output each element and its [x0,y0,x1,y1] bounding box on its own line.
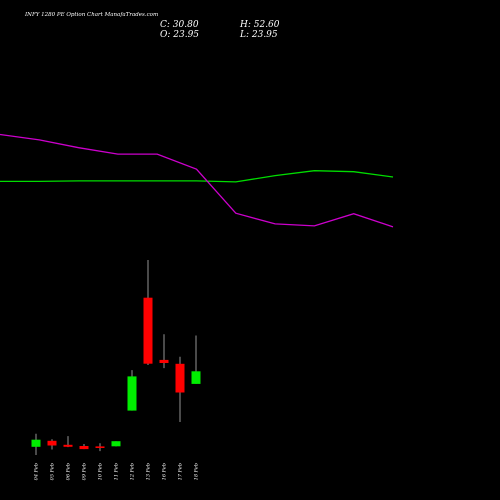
x-tick-label: 12 Feb [130,463,136,480]
candle-7 [127,370,137,411]
candle-5 [95,443,105,452]
x-axis-ticks: 04 Feb 05 Feb 06 Feb 09 Feb 10 Feb 11 Feb 12 F… [34,463,200,480]
candle-body [79,446,89,450]
x-tick-label: 11 Feb [114,463,120,480]
candle-9 [159,334,169,369]
chart-title: INFY 1280 PE Option Chart ManafaTrades.c… [24,12,158,18]
candle-1 [31,433,41,455]
x-tick-label: 13 Feb [146,463,152,480]
candle-body [111,441,121,447]
candlestick-chart [31,260,201,455]
x-tick-label: 09 Feb [82,463,88,480]
line-chart [0,133,394,228]
candle-6 [111,441,121,447]
candle-10 [175,356,185,422]
line-series-2 [0,133,394,228]
candle-8 [143,260,153,365]
line-series-1 [0,170,394,183]
x-tick-label: 05 Feb [50,463,56,480]
candle-body [63,444,73,447]
ohlc-low: L: 23.95 [239,30,278,40]
ohlc-open: O: 23.95 [160,30,199,40]
candle-11 [191,335,201,384]
candle-body [191,371,201,384]
x-tick-label: 06 Feb [66,463,72,480]
candle-body [143,297,153,364]
candle-body [159,359,169,363]
candle-3 [63,436,73,448]
x-tick-label: 04 Feb [34,463,40,480]
ohlc-high: H: 52.60 [239,20,280,30]
candle-2 [47,439,57,450]
candle-body [175,363,185,393]
candle-body [47,440,57,446]
x-tick-label: 17 Feb [178,463,184,480]
candle-body [127,376,137,411]
x-tick-label: 18 Feb [194,463,200,480]
candle-body [95,446,105,448]
candle-4 [79,444,89,450]
x-tick-label: 10 Feb [98,463,104,480]
candle-body [31,439,41,447]
ohlc-close: C: 30.80 [160,20,199,30]
x-tick-label: 16 Feb [162,463,168,480]
